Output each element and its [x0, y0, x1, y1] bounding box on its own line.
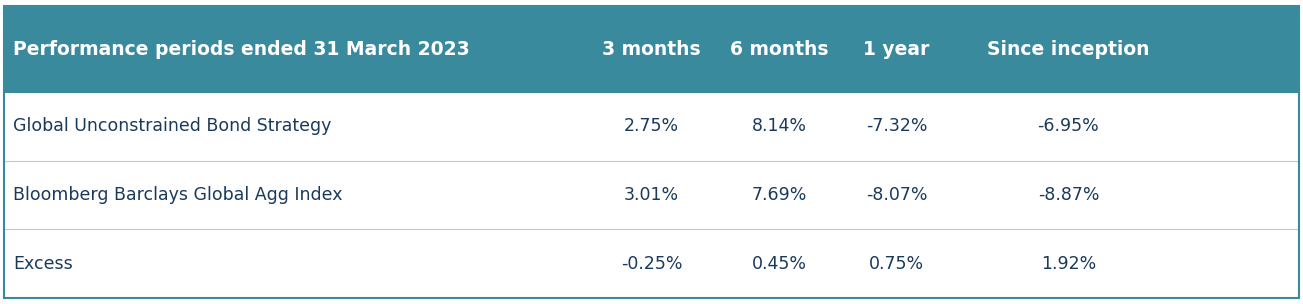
Text: 1.92%: 1.92% — [1041, 255, 1096, 273]
Text: 8.14%: 8.14% — [752, 117, 807, 136]
Text: Excess: Excess — [13, 255, 73, 273]
Text: Since inception: Since inception — [988, 40, 1149, 59]
Text: Performance periods ended 31 March 2023: Performance periods ended 31 March 2023 — [13, 40, 470, 59]
Text: 3 months: 3 months — [602, 40, 701, 59]
Bar — [4, 6, 1299, 92]
Text: 3.01%: 3.01% — [624, 186, 679, 204]
Text: 1 year: 1 year — [864, 40, 929, 59]
Text: 0.45%: 0.45% — [752, 255, 807, 273]
Text: -8.87%: -8.87% — [1037, 186, 1100, 204]
Text: 0.75%: 0.75% — [869, 255, 924, 273]
Text: Bloomberg Barclays Global Agg Index: Bloomberg Barclays Global Agg Index — [13, 186, 343, 204]
Text: 2.75%: 2.75% — [624, 117, 679, 136]
Text: -7.32%: -7.32% — [865, 117, 928, 136]
Text: -0.25%: -0.25% — [620, 255, 683, 273]
Text: -8.07%: -8.07% — [865, 186, 928, 204]
Text: 6 months: 6 months — [730, 40, 829, 59]
Text: Global Unconstrained Bond Strategy: Global Unconstrained Bond Strategy — [13, 117, 331, 136]
Text: -6.95%: -6.95% — [1037, 117, 1100, 136]
Text: 7.69%: 7.69% — [752, 186, 807, 204]
